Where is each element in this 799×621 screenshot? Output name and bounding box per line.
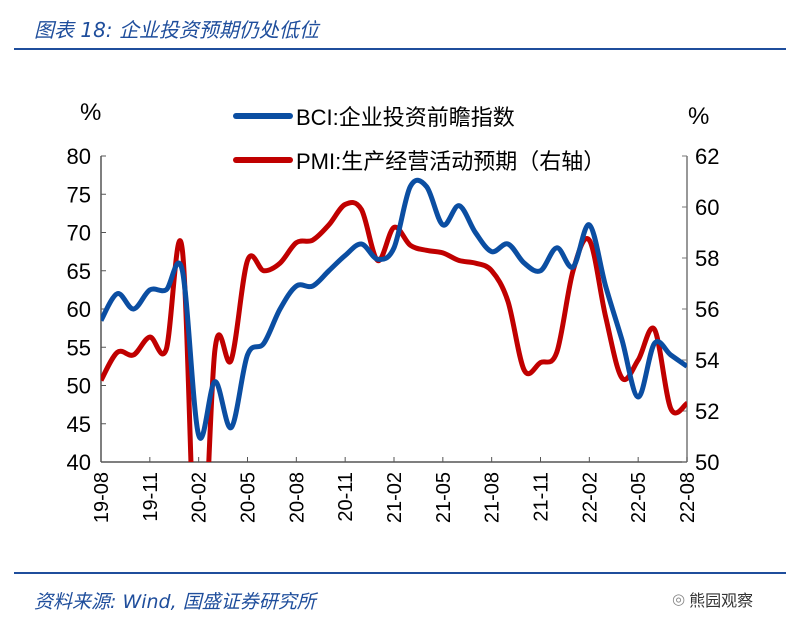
x-tick-label: 20-05 bbox=[238, 472, 260, 523]
x-tick-label: 19-11 bbox=[140, 472, 162, 522]
source-note: 资料来源: Wind, 国盛证券研究所 bbox=[34, 591, 316, 613]
x-tick-label: 20-02 bbox=[189, 472, 211, 523]
legend-label-0: BCI:企业投资前瞻指数 bbox=[296, 105, 515, 130]
x-tick-label: 20-11 bbox=[335, 472, 357, 522]
top-divider bbox=[14, 48, 786, 50]
right-unit-label: % bbox=[688, 103, 709, 130]
y-left-tick-label: 45 bbox=[67, 412, 91, 437]
bottom-divider bbox=[14, 572, 786, 574]
y-left-tick-label: 50 bbox=[67, 374, 91, 399]
y-left-tick-label: 80 bbox=[67, 144, 91, 169]
x-tick-label: 21-08 bbox=[482, 472, 504, 523]
x-tick-label: 21-11 bbox=[531, 472, 553, 522]
x-tick-label: 19-08 bbox=[91, 472, 113, 523]
x-tick-label: 22-02 bbox=[579, 472, 601, 523]
x-tick-label: 21-05 bbox=[433, 472, 455, 523]
y-left-tick-label: 60 bbox=[67, 297, 91, 322]
y-right-tick-label: 54 bbox=[695, 348, 719, 373]
pmi-line bbox=[101, 199, 687, 462]
y-right-tick-label: 50 bbox=[695, 450, 719, 475]
x-tick-label: 21-02 bbox=[384, 472, 406, 523]
y-left-tick-label: 65 bbox=[67, 259, 91, 284]
y-right-tick-label: 60 bbox=[695, 195, 719, 220]
bci-line bbox=[101, 177, 687, 441]
figure-title: 图表 18: 企业投资预期仍处低位 bbox=[34, 18, 319, 42]
logo-text: 熊园观察 bbox=[689, 591, 754, 610]
wechat-logo: ◎ 熊园观察 bbox=[672, 587, 753, 611]
y-left-tick-label: 75 bbox=[67, 182, 91, 207]
chart: % % 40 45 50 55 60 65 70 75 80 50 52 54 56 58 60 62 19-08 1… bbox=[67, 99, 720, 523]
y-right-tick-label: 58 bbox=[695, 246, 719, 271]
y-right-tick-label: 62 bbox=[695, 144, 719, 169]
y-right-tick-label: 56 bbox=[695, 297, 719, 322]
x-tick-label: 22-08 bbox=[677, 472, 699, 523]
y-left-tick-label: 40 bbox=[67, 450, 91, 475]
y-left-tick-label: 70 bbox=[67, 221, 91, 246]
y-right-tick-label: 52 bbox=[695, 399, 719, 424]
x-tick-label: 20-08 bbox=[286, 472, 308, 523]
wechat-icon: ◎ bbox=[672, 590, 686, 608]
legend-label-1: PMI:生产经营活动预期（右轴） bbox=[296, 149, 605, 174]
x-tick-label: 22-05 bbox=[628, 472, 650, 523]
left-unit-label: % bbox=[80, 99, 101, 126]
y-left-tick-label: 55 bbox=[67, 335, 91, 360]
